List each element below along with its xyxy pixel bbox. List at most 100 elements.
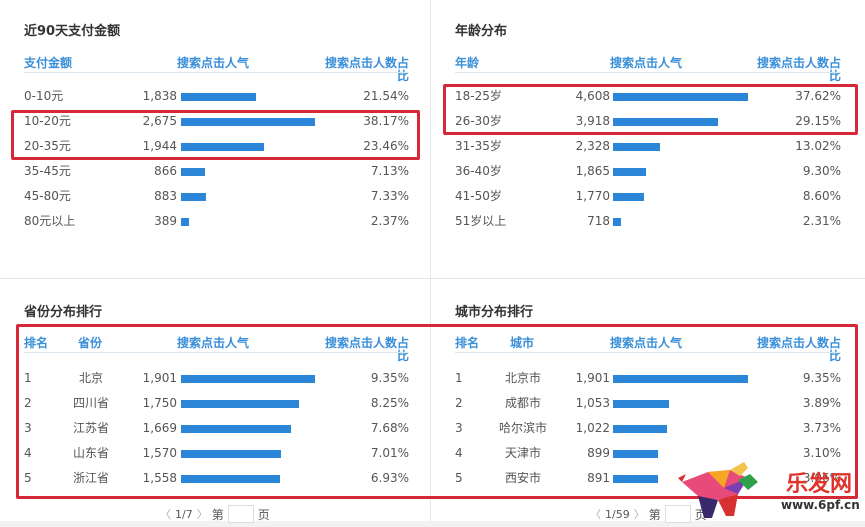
- column-header-popularity[interactable]: 搜索点击人气: [610, 56, 683, 70]
- column-header-popularity[interactable]: 搜索点击人气: [177, 56, 250, 70]
- popularity-value: 1,750: [142, 396, 177, 410]
- table-row: 31-35岁 2,328 13.02%: [432, 134, 865, 159]
- popularity-bar: [181, 375, 315, 383]
- popularity-value: 899: [587, 446, 610, 460]
- column-header-popularity[interactable]: 搜索点击人气: [610, 336, 683, 350]
- bull-logo-icon: [678, 462, 758, 518]
- header-rule: [455, 72, 841, 73]
- table-row: 20-35元 1,944 23.46%: [0, 134, 430, 159]
- age-label: 36-40岁: [455, 164, 502, 178]
- column-header-share[interactable]: 搜索点击人数占 比: [741, 57, 841, 83]
- column-header-amount[interactable]: 支付金额: [24, 56, 73, 70]
- column-header-age[interactable]: 年龄: [455, 56, 480, 70]
- popularity-bar: [181, 118, 315, 126]
- table-row: 2 成都市 1,053 3.89%: [432, 391, 865, 416]
- table-row: 41-50岁 1,770 8.60%: [432, 184, 865, 209]
- column-header-share[interactable]: 搜索点击人数占 比: [309, 57, 409, 83]
- table-row: 51岁以上 718 2.31%: [432, 209, 865, 234]
- province-pagination: 〈 1/7 〉 第 页: [160, 505, 270, 523]
- column-header-city[interactable]: 城市: [510, 336, 535, 350]
- age-label: 26-30岁: [455, 114, 502, 128]
- popularity-value: 2,675: [142, 114, 177, 128]
- table-row: 5 浙江省 1,558 6.93%: [0, 466, 430, 491]
- panel-title: 年龄分布: [455, 24, 508, 39]
- prev-page-button[interactable]: 〈: [160, 508, 171, 521]
- popularity-value: 1,770: [575, 189, 610, 203]
- popularity-bar: [613, 450, 658, 458]
- header-rule: [455, 352, 841, 353]
- share-value: 9.35%: [370, 371, 409, 385]
- city-pagination: 〈 1/59 〉 第 页: [590, 505, 707, 523]
- province-name: 四川省: [72, 396, 109, 410]
- column-header-rank[interactable]: 排名: [24, 336, 49, 350]
- table-row: 80元以上 389 2.37%: [0, 209, 430, 234]
- popularity-bar: [181, 475, 280, 483]
- table-row: 36-40岁 1,865 9.30%: [432, 159, 865, 184]
- share-value: 2.37%: [370, 214, 409, 228]
- popularity-bar: [613, 375, 748, 383]
- header-rule: [24, 72, 409, 73]
- popularity-value: 1,669: [142, 421, 177, 435]
- share-value: 3.73%: [802, 421, 841, 435]
- province-ranking-panel: 省份分布排行 排名 省份 搜索点击人气 搜索点击人数占 比 1 北京 1,901…: [0, 279, 430, 527]
- table-row: 1 北京市 1,901 9.35%: [432, 366, 865, 391]
- highlight-box: [11, 110, 420, 160]
- table-row: 1 北京 1,901 9.35%: [0, 366, 430, 391]
- goto-prefix: 第: [648, 507, 661, 522]
- popularity-bar: [181, 143, 264, 151]
- watermark-url: www.6pf.cn: [781, 498, 860, 512]
- popularity-value: 883: [154, 189, 177, 203]
- column-header-rank[interactable]: 排名: [455, 336, 480, 350]
- rank-value: 4: [455, 446, 463, 460]
- column-header-province[interactable]: 省份: [78, 336, 103, 350]
- age-label: 18-25岁: [455, 89, 502, 103]
- rank-value: 5: [24, 471, 32, 485]
- popularity-value: 4,608: [575, 89, 610, 103]
- share-value: 23.46%: [363, 139, 409, 153]
- amount-label: 20-35元: [24, 139, 71, 153]
- popularity-value: 2,328: [575, 139, 610, 153]
- panel-title: 省份分布排行: [24, 305, 103, 320]
- popularity-value: 1,558: [142, 471, 177, 485]
- popularity-value: 891: [587, 471, 610, 485]
- popularity-value: 1,901: [575, 371, 610, 385]
- province-name: 浙江省: [72, 471, 109, 485]
- rank-value: 2: [24, 396, 32, 410]
- column-header-share-line1: 搜索点击人数占: [324, 336, 409, 350]
- rank-value: 3: [455, 421, 463, 435]
- amount-label: 80元以上: [24, 214, 76, 228]
- table-row: 0-10元 1,838 21.54%: [0, 84, 430, 109]
- table-row: 45-80元 883 7.33%: [0, 184, 430, 209]
- popularity-bar: [613, 400, 669, 408]
- watermark: 乐发网 www.6pf.cn: [678, 460, 865, 527]
- page-indicator: 1/59: [605, 507, 630, 521]
- prev-page-button[interactable]: 〈: [590, 508, 601, 521]
- bottom-strip: [0, 521, 865, 527]
- highlight-box-bottom: [16, 324, 858, 499]
- watermark-brand: 乐发网: [786, 471, 853, 497]
- popularity-value: 389: [154, 214, 177, 228]
- table-row: 35-45元 866 7.13%: [0, 159, 430, 184]
- popularity-bar: [181, 193, 206, 201]
- popularity-bar: [613, 218, 621, 226]
- province-name: 北京: [78, 371, 103, 385]
- popularity-value: 1,053: [575, 396, 610, 410]
- popularity-value: 718: [587, 214, 610, 228]
- column-header-popularity[interactable]: 搜索点击人气: [177, 336, 250, 350]
- popularity-bar: [181, 168, 205, 176]
- goto-page-input[interactable]: [227, 505, 254, 523]
- goto-page-input[interactable]: [664, 505, 691, 523]
- share-value: 3.06%: [802, 471, 841, 485]
- next-page-button[interactable]: 〉: [196, 508, 208, 521]
- table-row: 26-30岁 3,918 29.15%: [432, 109, 865, 134]
- table-row: 3 江苏省 1,669 7.68%: [0, 416, 430, 441]
- next-page-button[interactable]: 〉: [633, 508, 645, 521]
- table-row: 10-20元 2,675 38.17%: [0, 109, 430, 134]
- popularity-bar: [181, 218, 189, 226]
- city-name: 北京市: [504, 371, 541, 385]
- age-label: 41-50岁: [455, 189, 502, 203]
- column-header-share-line1: 搜索点击人数占: [756, 56, 841, 70]
- share-value: 7.01%: [370, 446, 409, 460]
- popularity-value: 1,865: [575, 164, 610, 178]
- age-label: 31-35岁: [455, 139, 502, 153]
